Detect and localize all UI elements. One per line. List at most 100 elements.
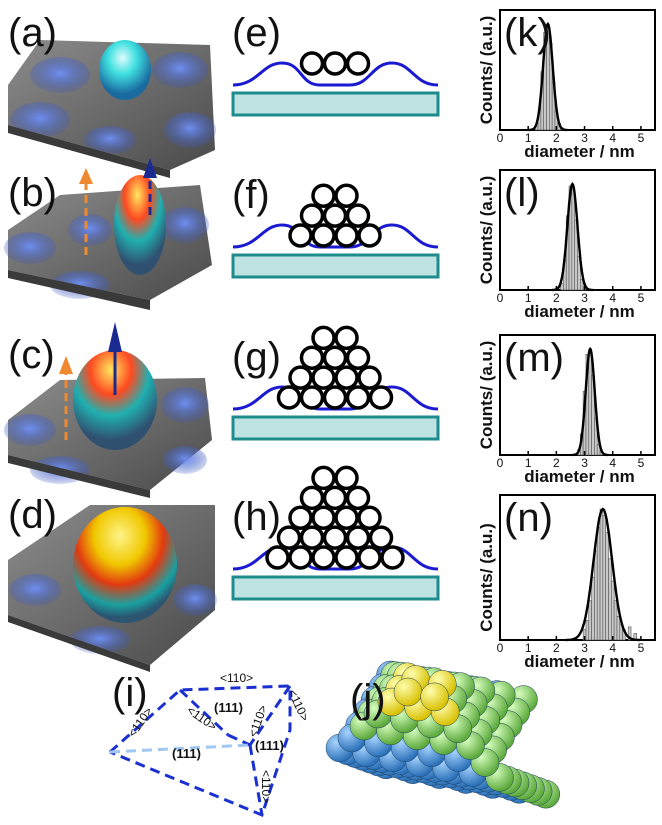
- substrate: [231, 91, 440, 117]
- panel-label: (n): [504, 496, 553, 540]
- histogram-bar: [602, 515, 606, 641]
- cluster-atom: [357, 545, 382, 570]
- stm-edge: [8, 125, 170, 178]
- x-tick-label: 5: [638, 291, 645, 305]
- dir-110-bottom: <110>: [259, 770, 273, 803]
- x-tick-label: 0: [497, 456, 504, 470]
- histogram-bar: [588, 348, 592, 456]
- cluster-atom: [368, 525, 394, 550]
- orange-arrow-head: [59, 356, 73, 374]
- stm-bump: [10, 102, 70, 138]
- schematic: [231, 51, 440, 117]
- histogram-bar: [611, 580, 615, 641]
- schematic: [231, 465, 440, 601]
- x-tick-label: 0: [497, 131, 504, 145]
- cluster-atom: [311, 183, 336, 208]
- cluster-atom: [299, 203, 325, 228]
- cluster-c: [73, 350, 157, 450]
- stm-edge: [8, 270, 150, 310]
- cluster-atom: [322, 51, 348, 76]
- cluster-atom: [322, 525, 348, 550]
- stm-bump: [163, 446, 207, 474]
- histogram-bar: [591, 576, 595, 641]
- histogram-bar: [599, 508, 604, 641]
- stm-panel-b: (b): [4, 158, 212, 310]
- dir-110-top: <110>: [220, 671, 253, 685]
- stm-bump: [4, 414, 56, 446]
- x-tick-label: 1: [525, 131, 532, 145]
- stm-bump: [84, 126, 136, 154]
- x-tick-label: 0: [497, 291, 504, 305]
- cluster-atom: [265, 545, 290, 570]
- x-axis-title: diameter / nm: [524, 467, 635, 486]
- cluster-atom: [311, 325, 336, 351]
- cluster-atom: [299, 485, 325, 511]
- dir-110-center: <110>: [246, 703, 270, 739]
- label-c: (c): [8, 333, 55, 377]
- atom-sphere: [393, 677, 423, 707]
- histogram-bar: [588, 600, 592, 641]
- face-111-left: (111): [172, 746, 201, 761]
- cluster-atom: [334, 183, 359, 208]
- schematic: [231, 325, 440, 441]
- cluster-atom: [345, 525, 371, 550]
- cluster-atom: [368, 385, 394, 410]
- x-tick-label: 1: [525, 641, 532, 655]
- cluster-atom: [322, 345, 348, 370]
- cluster-atom: [322, 485, 348, 511]
- outline-edge: [248, 744, 264, 816]
- cluster-atom: [311, 465, 336, 491]
- blue-arrow-head: [143, 158, 157, 178]
- outline-edge: [227, 733, 251, 747]
- histogram-bar: [571, 187, 575, 291]
- gaussian-fit: [571, 346, 609, 457]
- histogram-bar: [616, 616, 621, 641]
- x-tick-label: 3: [581, 131, 588, 145]
- y-axis-title: Counts/ (a.u.): [477, 176, 496, 285]
- y-axis-title: Counts/ (a.u.): [477, 341, 496, 450]
- substrate: [231, 253, 440, 279]
- substrate: [231, 415, 440, 441]
- label-g: (g): [232, 335, 281, 379]
- schematics: [231, 51, 440, 601]
- cluster-atom: [345, 203, 371, 228]
- x-tick-label: 3: [581, 291, 588, 305]
- x-tick-label: 4: [609, 131, 616, 145]
- x-axis-title: diameter / nm: [524, 142, 635, 161]
- cluster-atom: [299, 345, 325, 370]
- stm-edge: [8, 455, 150, 498]
- surface-wave: [232, 61, 439, 87]
- cluster-atom: [345, 345, 371, 370]
- x-axis-title: diameter / nm: [524, 302, 635, 321]
- face-111-top: (111): [214, 700, 243, 715]
- cluster-atom: [299, 385, 325, 410]
- x-axis-title: diameter / nm: [524, 652, 635, 671]
- cluster-atom: [357, 505, 382, 530]
- cluster-atom: [299, 525, 325, 550]
- x-tick-label: 2: [553, 456, 560, 470]
- gaussian-fit: [565, 507, 641, 642]
- x-tick-label: 4: [609, 456, 616, 470]
- cluster-atom: [288, 545, 313, 570]
- cluster-atom: [322, 203, 348, 228]
- x-tick-label: 0: [497, 641, 504, 655]
- cluster-atom: [334, 505, 359, 530]
- cluster-atom: [311, 505, 336, 530]
- stm-bump: [173, 584, 217, 616]
- face-111-right: (111): [255, 738, 284, 753]
- x-tick-label: 2: [553, 131, 560, 145]
- stm-bump: [161, 387, 209, 423]
- ball-model-j: [325, 660, 561, 809]
- y-axis-title: Counts/ (a.u.): [477, 16, 496, 125]
- label-i: (i): [112, 671, 148, 715]
- label-e: (e): [232, 11, 281, 55]
- outline-edge: [248, 685, 292, 746]
- schematic: [231, 183, 440, 279]
- dir-110-right: <110>: [285, 687, 312, 723]
- panel-label: (m): [504, 336, 564, 380]
